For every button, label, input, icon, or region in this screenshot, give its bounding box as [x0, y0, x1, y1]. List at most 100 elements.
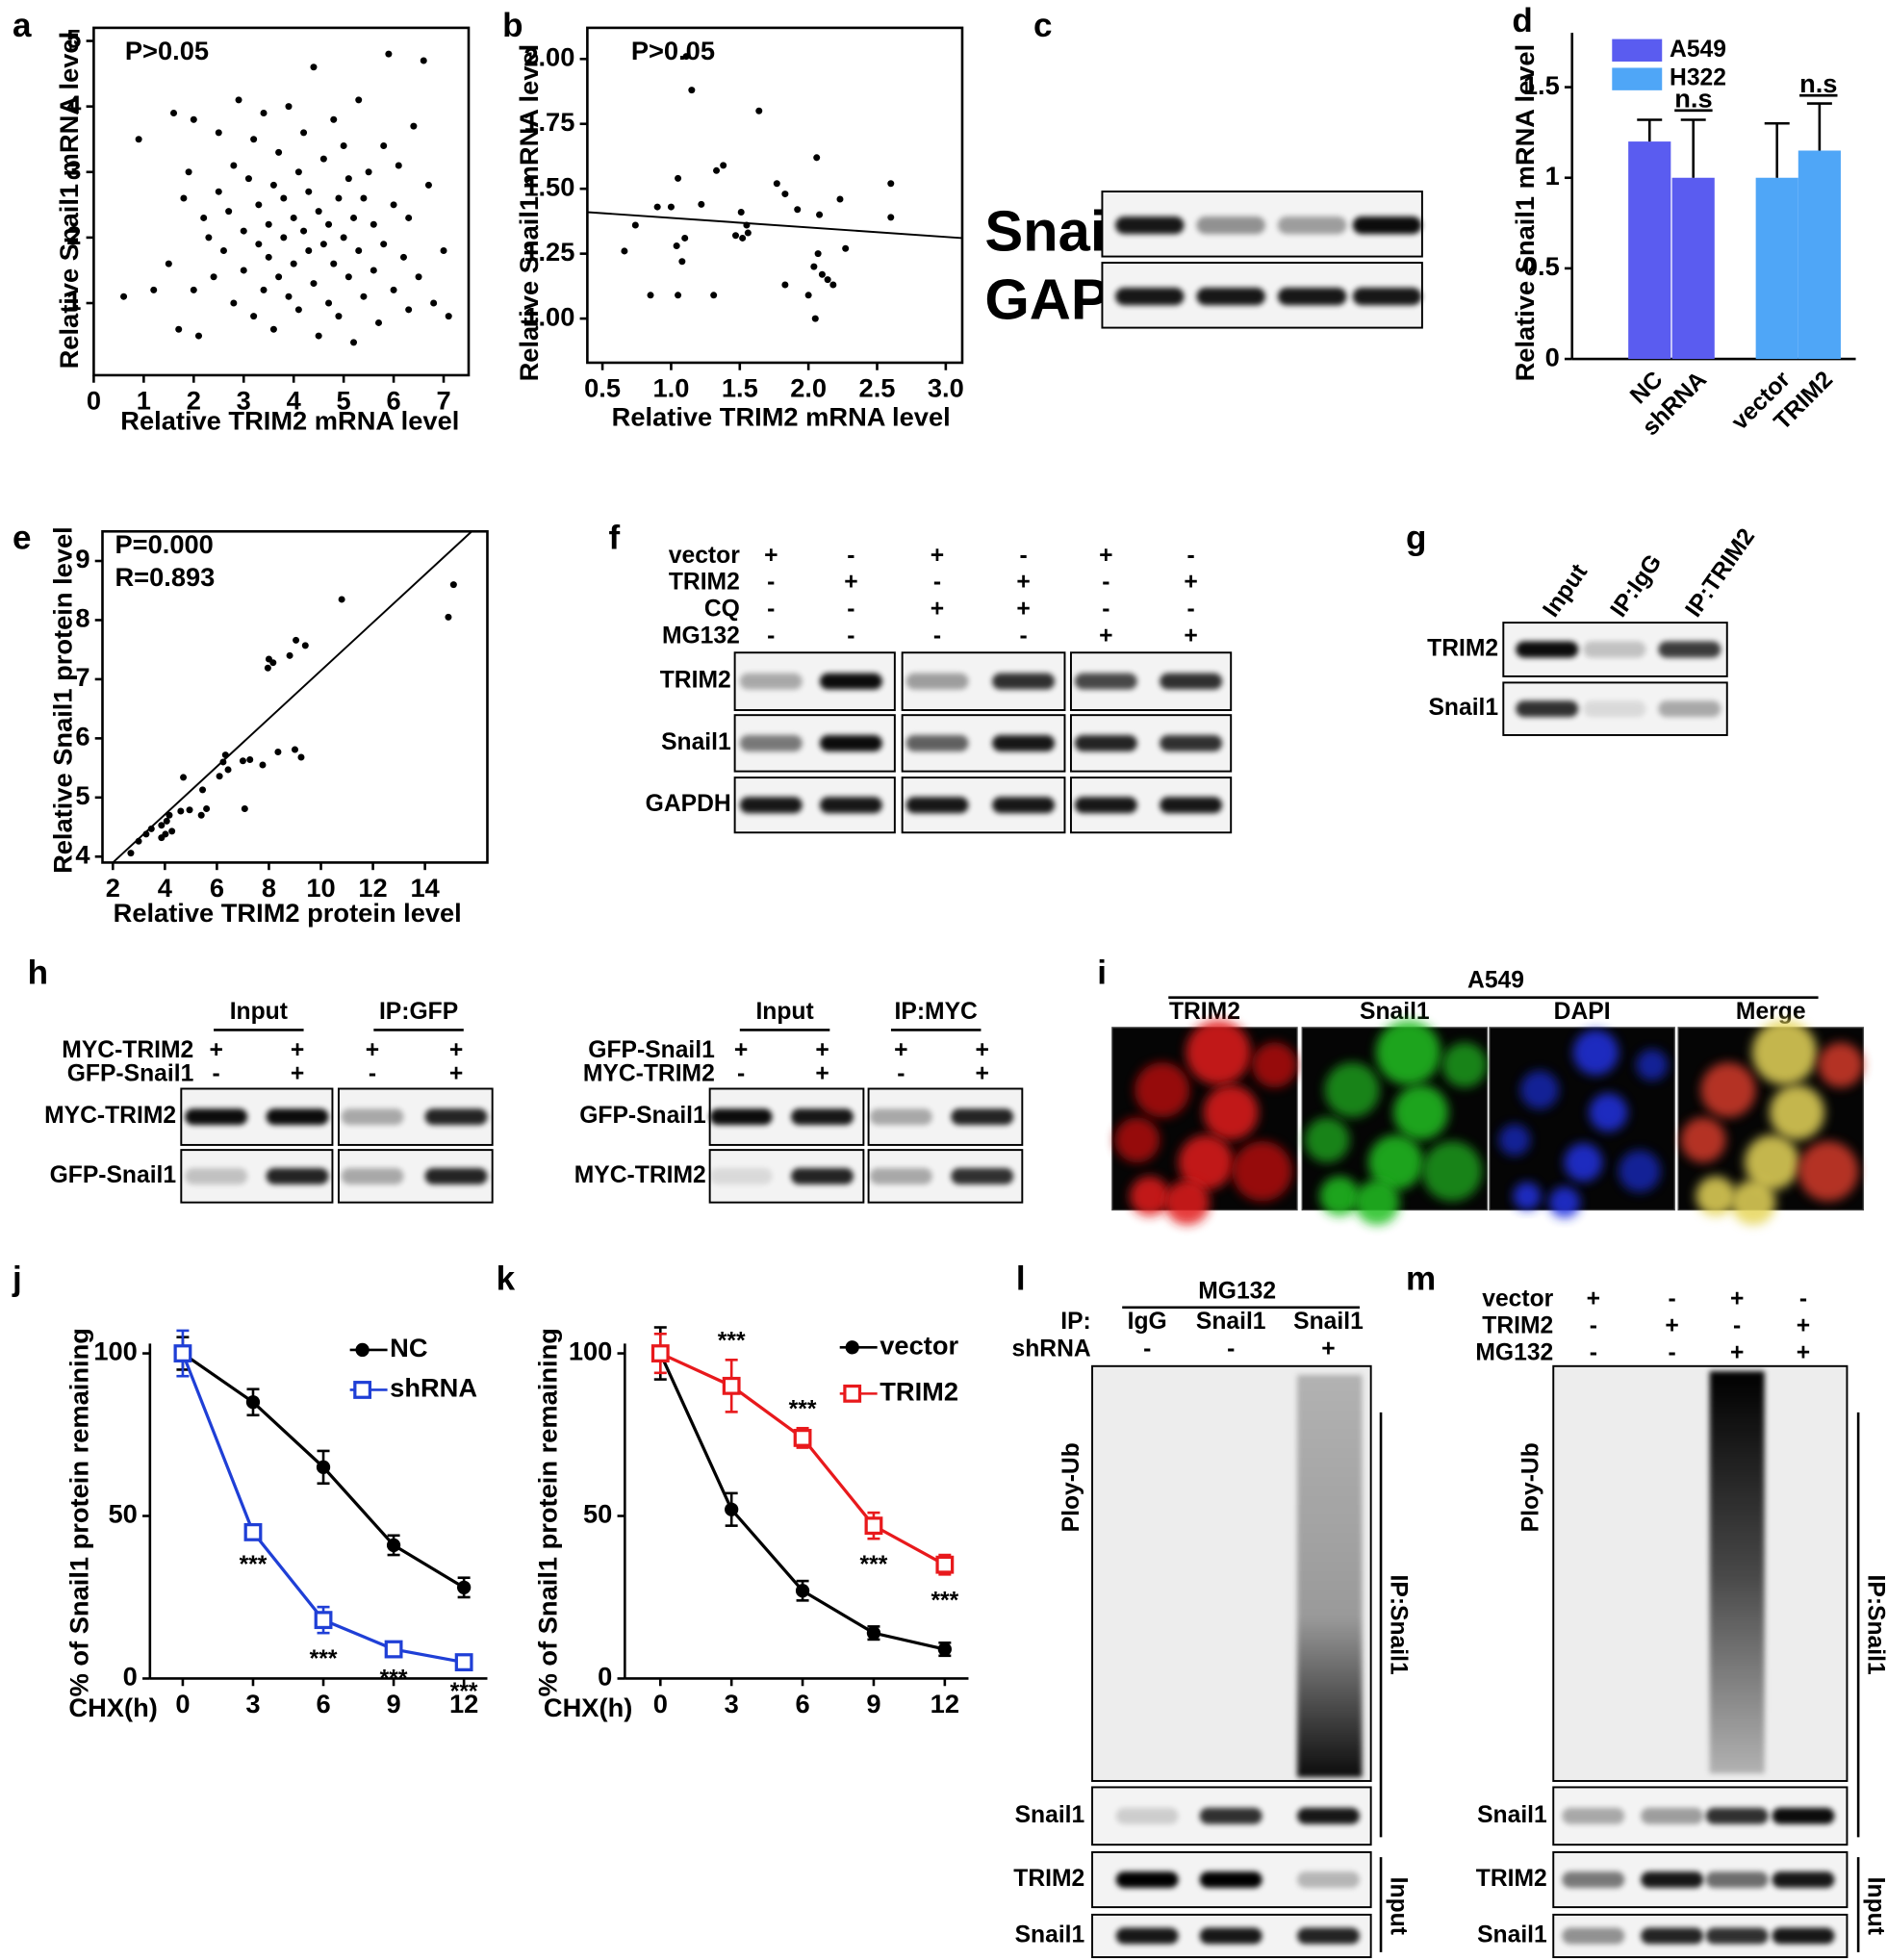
treatment-sign: Snail1 — [1293, 1309, 1364, 1335]
treatment-sign: - — [1669, 1285, 1676, 1311]
marker — [845, 1340, 859, 1355]
cell — [1186, 1020, 1251, 1085]
x-tick-label: 2 — [187, 386, 201, 416]
point — [180, 194, 188, 202]
legend-label: shRNA — [390, 1373, 477, 1403]
point — [294, 168, 302, 176]
point — [274, 748, 282, 756]
row-label: GFP-Snail1 — [50, 1162, 177, 1188]
point — [197, 811, 205, 819]
annotation: P=0.000 — [115, 529, 213, 559]
marker — [245, 1395, 261, 1410]
band — [1074, 673, 1137, 690]
x-tick-label: 9 — [386, 1689, 400, 1718]
cell — [1114, 1117, 1160, 1163]
point — [194, 332, 202, 340]
band — [709, 1167, 773, 1184]
point — [794, 206, 802, 214]
cell — [1730, 1180, 1776, 1226]
y-tick-label: 6 — [75, 722, 89, 751]
point — [355, 96, 363, 104]
point — [731, 232, 740, 240]
cell — [1135, 1062, 1190, 1118]
y-tick-label: 0 — [123, 1662, 138, 1692]
band — [1196, 216, 1265, 235]
point — [300, 129, 308, 137]
point — [158, 822, 166, 829]
point — [250, 136, 258, 143]
y-tick-label: 3 — [66, 155, 81, 185]
treatment-sign: - — [933, 624, 941, 649]
band — [1160, 797, 1223, 814]
smear-label: Ploy-Ub — [1518, 1442, 1544, 1532]
row-label: GFP-Snail1 — [579, 1103, 706, 1129]
point — [405, 214, 413, 221]
x-tick-label: 5 — [337, 386, 351, 416]
treatment-label: IP: — [1060, 1309, 1091, 1335]
point — [175, 325, 183, 333]
cell — [1513, 1182, 1542, 1210]
treatment-label: MG132 — [662, 624, 740, 649]
group-label: Input — [755, 999, 813, 1025]
y-tick-label: 9 — [75, 544, 89, 573]
point — [246, 755, 254, 763]
point — [310, 280, 318, 288]
panel-letter: k — [497, 1260, 516, 1298]
point — [781, 191, 789, 198]
plot-frame — [92, 26, 471, 377]
treatment-sign: + — [1797, 1312, 1810, 1338]
cell — [1498, 1124, 1531, 1157]
band — [1074, 734, 1137, 751]
row-label: Snail1 — [1477, 1922, 1547, 1948]
x-tick-label: 3 — [725, 1689, 739, 1718]
cell — [1636, 1049, 1669, 1082]
x-tick-label: 2 — [106, 873, 120, 903]
point — [355, 247, 363, 255]
error-bar — [1764, 121, 1790, 178]
point — [688, 87, 696, 94]
point — [811, 315, 819, 322]
band — [1705, 1871, 1769, 1888]
y-axis-label: Relative Snail1 mRNA level — [514, 44, 544, 382]
treatment-sign: + — [1730, 1285, 1744, 1311]
band — [1297, 1807, 1360, 1824]
cell — [1751, 1020, 1818, 1085]
band — [341, 1108, 404, 1126]
treatment-sign: - — [767, 624, 775, 649]
point — [818, 270, 826, 278]
treatment-sign: + — [1665, 1312, 1678, 1338]
point — [710, 292, 718, 299]
treatment-sign: - — [737, 1061, 745, 1087]
treatment-sign: + — [1016, 570, 1030, 596]
band — [1583, 700, 1646, 718]
point — [240, 267, 247, 274]
cell — [1178, 1134, 1234, 1190]
treatment-sign: - — [1227, 1336, 1235, 1362]
treatment-label: TRIM2 — [1482, 1312, 1553, 1338]
band — [266, 1167, 329, 1184]
point — [681, 234, 689, 242]
row-label: Snail1 — [661, 729, 731, 755]
band — [1277, 288, 1347, 306]
row-label: Snail1 — [1428, 695, 1498, 721]
point — [781, 281, 789, 289]
treatment-sign: + — [976, 1061, 989, 1087]
band — [1562, 1871, 1625, 1888]
point — [230, 162, 238, 169]
point — [275, 148, 283, 156]
significance: *** — [450, 1679, 478, 1705]
cell — [1304, 1117, 1350, 1163]
point — [224, 766, 232, 774]
band — [1297, 1871, 1360, 1888]
treatment-sign: + — [1099, 543, 1112, 569]
point — [150, 286, 158, 293]
treatment-sign: - — [767, 597, 775, 623]
band — [951, 1167, 1014, 1184]
point — [219, 247, 227, 255]
point — [135, 136, 142, 143]
band — [1658, 641, 1721, 658]
cell — [1700, 1062, 1756, 1118]
point — [678, 258, 686, 266]
point — [653, 203, 661, 211]
